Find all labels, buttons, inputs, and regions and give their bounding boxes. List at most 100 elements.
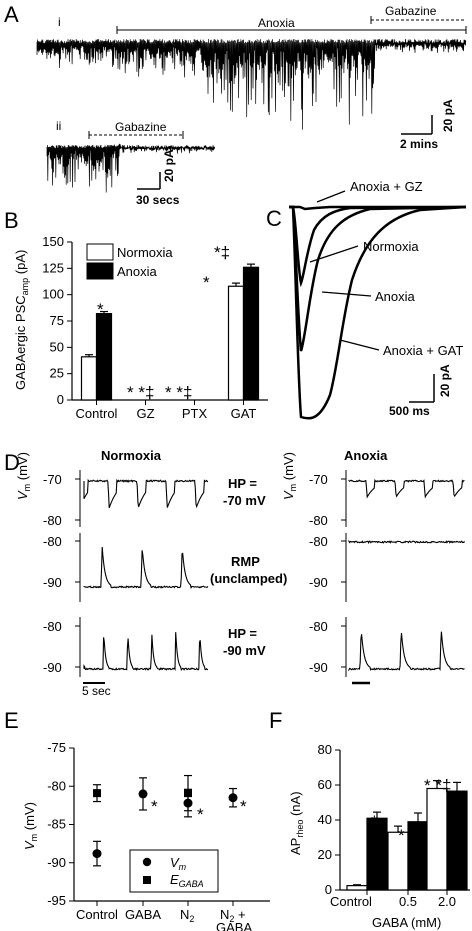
d-r2-tick-80-right: -80 <box>309 534 328 549</box>
panel-f-xlabel: GABA (mM) <box>372 915 441 930</box>
e-point-vm <box>138 789 148 799</box>
d-hp2-a: HP = <box>228 626 257 641</box>
arrow-c-gz <box>316 190 346 203</box>
trace-c-normoxia <box>289 205 467 288</box>
d-r2-tick-80: -80 <box>43 534 62 549</box>
d-r2-tick-90: -90 <box>43 575 62 590</box>
e-ytick-label: -75 <box>47 740 66 755</box>
legend-e-box <box>129 849 219 893</box>
f-xtick-label: 2.0 <box>438 894 456 909</box>
b-ytick-label: 100 <box>42 287 64 302</box>
e-point-vm <box>92 849 102 859</box>
panel-e-ylabel: Vm (mV) <box>22 802 39 850</box>
trace-d-r1-anoxia <box>348 478 465 499</box>
scale-c-y-label: 20 pA <box>438 364 452 397</box>
d-r2-tick-90-right: -90 <box>309 575 328 590</box>
b-xtick-label: PTX <box>182 406 208 421</box>
panel-a-sub-i: i <box>58 15 61 29</box>
trace-d-r1-normoxia <box>83 478 209 509</box>
legend-anoxia-swatch <box>86 262 114 280</box>
legend-e-egaba: EGABA <box>170 872 204 889</box>
trace-d-r3-anoxia <box>348 631 465 672</box>
panel-b-ylabel: GABAergic PSCamp (pA) <box>13 250 30 390</box>
sig-f-05-a: * <box>421 821 428 840</box>
d-rmp-a: RMP <box>231 554 260 569</box>
panel-f-ylabel: APrheo (nA) <box>288 791 305 855</box>
legend-e-vm-marker <box>142 857 152 867</box>
e-point-egaba <box>184 789 192 798</box>
d-r1-tick-80: -80 <box>43 513 62 528</box>
e-point-egaba <box>93 789 101 798</box>
b-xtick-label: Control <box>76 406 118 421</box>
b-xtick-label: GZ <box>136 406 154 421</box>
legend-normoxia-swatch <box>86 243 114 261</box>
d-r3-tick-80: -80 <box>43 619 62 634</box>
legend-anoxia: Anoxia <box>117 264 158 279</box>
f-ytick-label: 60 <box>318 777 332 792</box>
label-c-gz: Anoxia + GZ <box>350 179 423 194</box>
legend-normoxia: Normoxia <box>117 245 173 260</box>
d-r1-tick-70: -70 <box>43 472 62 487</box>
gabazine-label-ii: Gabazine <box>115 120 167 134</box>
d-r3-tick-90-right: -90 <box>309 660 328 675</box>
label-c-normoxia: Normoxia <box>363 239 419 254</box>
d-col-normoxia: Normoxia <box>101 448 162 463</box>
panel-b: B GABAergic PSCamp (pA) 0 25 50 75 100 125 150… <box>4 208 268 421</box>
b-ytick-label: 150 <box>42 234 64 249</box>
scale-a-ii-x-label: 30 secs <box>136 193 180 207</box>
panel-a: A i ii Anoxia Gabazine 20 pA 2 mins Gaba… <box>4 2 467 207</box>
d-hp2-b: -90 mV <box>223 643 266 658</box>
label-c-gat: Anoxia + GAT <box>383 343 463 358</box>
panel-d-letter: D <box>4 450 20 475</box>
chart-b: 0 25 50 75 100 125 150 Control GZ PTX GAT <box>42 234 268 421</box>
panel-f-letter: F <box>269 708 282 733</box>
scale-a-ii-y-label: 20 pA <box>162 149 176 182</box>
sig-f-control: * <box>371 812 378 831</box>
panel-c: C Anoxia + GZ Normoxia Anoxia Anoxia + G… <box>266 179 467 420</box>
legend-e-vm: Vm <box>170 855 187 872</box>
panel-d: D Normoxia Anoxia Vm (mV) Vm (mV) -70 -8… <box>4 448 465 698</box>
e-star-n2: * <box>197 805 204 824</box>
b-ytick-label: 125 <box>42 260 64 275</box>
f-bar <box>446 790 468 891</box>
f-ytick-label: 80 <box>318 742 332 757</box>
e-ytick-label: -85 <box>47 817 66 832</box>
f-xtick-label: 0.5 <box>399 894 417 909</box>
b-ytick-label: 25 <box>50 366 64 381</box>
e-star-n2-gaba: * <box>240 797 247 816</box>
e-tick-n2: N2 <box>180 907 194 924</box>
b-bar <box>227 285 245 401</box>
e-tick-n2-gaba: N2 + <box>220 907 246 924</box>
panel-a-sub-ii: ii <box>56 119 61 133</box>
trace-a-ii <box>46 143 215 193</box>
sig-b-gat: * <box>203 273 210 292</box>
panel-b-letter: B <box>4 208 19 233</box>
f-xtick-label: Control <box>330 894 372 909</box>
sig-f-20: * *‡ <box>424 776 451 795</box>
legend-e-egaba-marker <box>143 876 151 884</box>
scale-a-i-y-label: 20 pA <box>441 99 455 132</box>
chart-f: 0 20 40 60 80 Control 0.5 2.0 <box>318 742 470 909</box>
scale-a-i-x-label: 2 mins <box>400 137 438 151</box>
trace-a-i <box>36 38 467 130</box>
panel-f: F APrheo (nA) 0 20 40 60 80 Control 0.5 2.0 GAB… <box>269 708 470 930</box>
f-bar <box>346 885 368 891</box>
f-ytick-label: 40 <box>318 812 332 827</box>
e-ytick-label: -95 <box>47 893 66 908</box>
arrow-c-gat <box>339 339 380 351</box>
d-hp1-b: -70 mV <box>223 493 266 508</box>
f-bar <box>426 787 448 891</box>
d-r3-tick-80-right: -80 <box>309 619 328 634</box>
b-xtick-label: GAT <box>231 406 257 421</box>
e-tick-n2-gaba-2: GABA <box>216 920 252 931</box>
panel-a-letter: A <box>4 2 19 27</box>
trace-d-r2-normoxia <box>83 546 209 590</box>
arrow-c-normoxia <box>309 245 359 263</box>
d-row2-axes: -80 -90 -80 -90 <box>43 533 347 602</box>
trace-c-gat <box>289 205 467 420</box>
sig-b-ptx: * *‡ <box>165 383 192 402</box>
b-bar <box>80 356 98 401</box>
b-ytick-label: 50 <box>50 339 64 354</box>
arrow-c-anoxia <box>321 291 372 297</box>
